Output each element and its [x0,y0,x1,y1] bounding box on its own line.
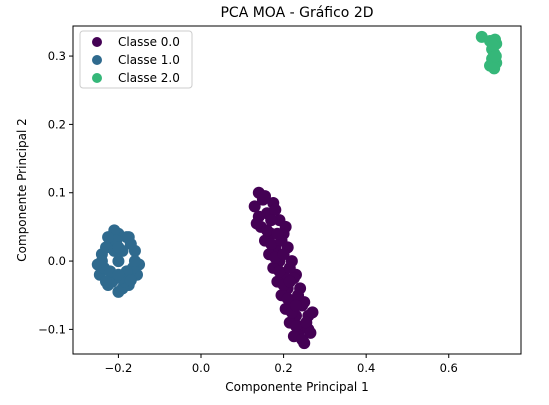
data-point [306,306,319,319]
data-point [488,62,501,75]
legend-marker [92,73,102,83]
data-point [289,299,302,312]
legend-box [79,30,193,89]
data-point [304,326,317,339]
x-tick-label: 0.4 [357,361,375,375]
plot-frame [72,25,522,355]
y-tick-label: 0.2 [48,117,66,131]
data-point [112,255,125,268]
x-tick-label: −0.2 [104,361,132,375]
data-point [112,268,125,281]
points-layer [91,30,503,350]
y-tick-label: −0.1 [38,322,66,336]
series-0 [248,186,319,350]
x-tick-label: 0.6 [440,361,458,375]
data-point [128,255,141,268]
data-point [265,214,278,227]
data-point [100,275,113,288]
legend: Classe 0.0 Classe 1.0 Classe 2.0 [79,30,193,89]
legend-marker [92,37,102,47]
y-axis-label: Componente Principal 2 [15,118,29,261]
x-tick-label: 0.2 [274,361,292,375]
data-point [487,39,500,52]
data-point [124,274,137,287]
data-point [281,292,294,305]
y-tick-label: 0.1 [48,186,66,200]
x-axis-ticks: −0.2 0.0 0.2 0.4 0.6 [104,354,458,375]
y-tick-label: 0.0 [48,254,66,268]
series-1 [91,224,146,298]
legend-label: Classe 1.0 [118,53,180,67]
data-point [300,316,313,329]
data-point [261,224,274,237]
data-point [269,203,282,216]
data-point [283,261,296,274]
data-point [122,231,135,244]
data-point [271,227,284,240]
y-axis-ticks: −0.1 0.0 0.1 0.2 0.3 [38,49,73,336]
legend-marker [92,55,102,65]
x-axis-label: Componente Principal 1 [225,380,368,394]
data-point [279,220,292,233]
data-point [112,241,125,254]
data-point [273,265,286,278]
data-point [296,333,309,346]
data-point [283,275,296,288]
legend-label: Classe 0.0 [118,35,180,49]
data-point [248,200,261,213]
data-point [95,255,108,268]
series-2 [475,30,503,75]
data-point [265,237,278,250]
data-point [489,50,502,63]
data-point [102,231,115,244]
data-point [250,217,263,230]
data-point [289,319,302,332]
chart-title: PCA MOA - Gráfico 2D [220,5,373,21]
data-point [259,190,271,203]
x-tick-label: 0.0 [192,361,210,375]
data-point [277,248,290,261]
y-tick-label: 0.3 [48,49,66,63]
data-point [292,289,305,302]
legend-label: Classe 2.0 [118,71,180,85]
